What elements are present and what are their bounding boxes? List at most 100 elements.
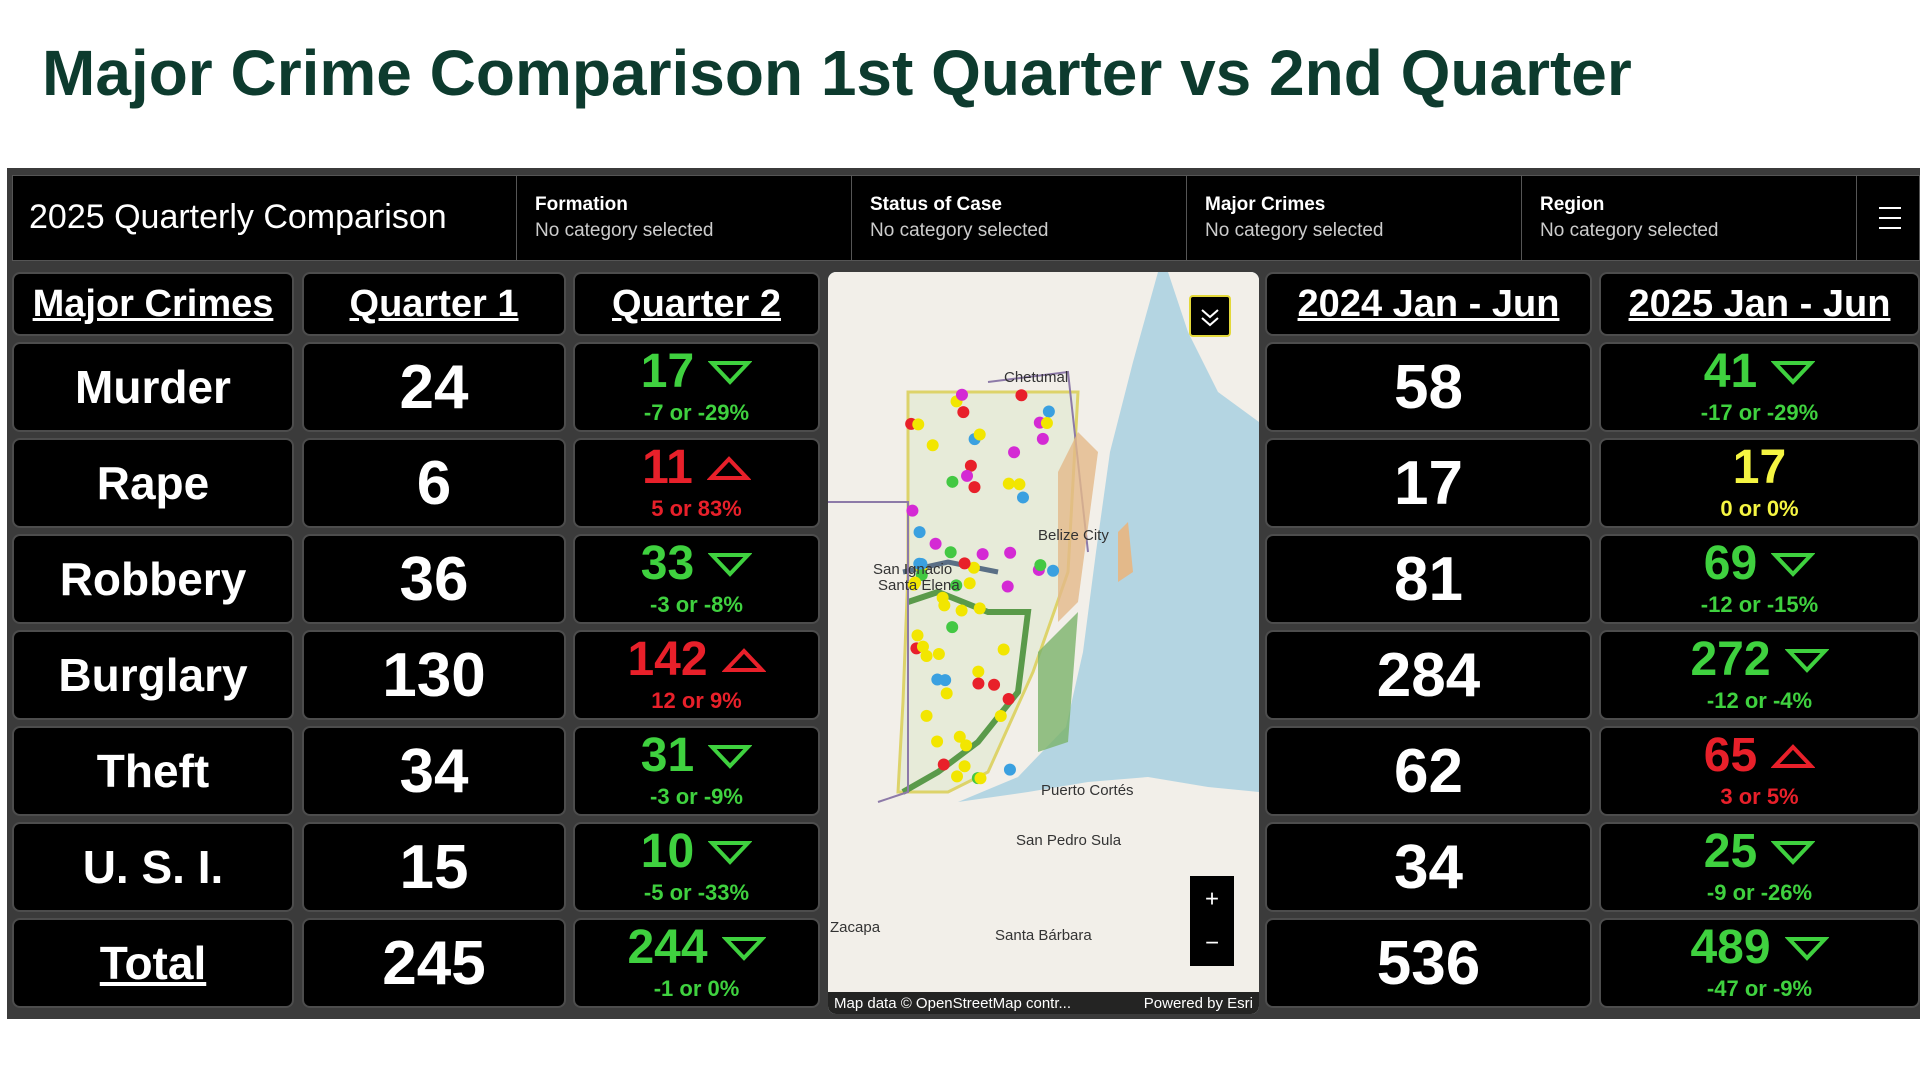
filter-value: No category selected [870, 220, 1049, 241]
trend-arrow [721, 937, 766, 961]
crime-name: Rape [12, 438, 294, 528]
trend-arrow-shape [1771, 361, 1816, 385]
map-label: San Pedro Sula [1016, 832, 1122, 849]
trend-arrow [1784, 649, 1829, 673]
change-label: -3 or -8% [650, 592, 743, 617]
value-number: 31 [640, 729, 695, 782]
incident-dot [964, 459, 977, 472]
value-number: 41 [1703, 345, 1758, 398]
trend-arrow [708, 553, 753, 577]
q2-cell: 33 -3 or -8% [573, 534, 820, 624]
h2025-cell: 69 -12 or -15% [1599, 534, 1920, 624]
zoom-controls [1190, 876, 1234, 966]
map-label: Santa Elena [878, 577, 960, 594]
filter[interactable]: Region No category selected [1521, 176, 1856, 260]
comparison-value: 272 [1690, 633, 1829, 686]
trend-arrow-shape [1784, 649, 1829, 673]
incident-dot [957, 406, 970, 419]
incident-dot [1002, 477, 1015, 490]
h2025-cell: 65 3 or 5% [1599, 726, 1920, 816]
change-label: 5 or 83% [651, 496, 742, 521]
incident-dot [961, 469, 974, 482]
q1-value: 130 [302, 630, 566, 720]
trend-arrow [1771, 553, 1816, 577]
dashboard-title: 2025 Quarterly Comparison [29, 198, 447, 236]
q1-value: 15 [302, 822, 566, 912]
map-label: Belize City [1038, 527, 1109, 544]
map-label: Zacapa [830, 919, 881, 936]
incident-dot [1013, 478, 1026, 491]
map[interactable]: Chetumal Belize City San Ignacio Santa E… [828, 272, 1259, 1014]
value-number: 17 [1732, 441, 1787, 494]
incident-dot [958, 760, 971, 773]
incident-dot [950, 579, 963, 592]
h2024-value: 536 [1265, 918, 1592, 1008]
value-number: 11 [642, 441, 693, 494]
h2024-value: 17 [1265, 438, 1592, 528]
value-number: 65 [1703, 729, 1758, 782]
incident-dot [958, 557, 971, 570]
change-label: 3 or 5% [1720, 784, 1799, 809]
incident-dot [955, 604, 968, 617]
filter[interactable]: Formation No category selected [516, 176, 851, 260]
column-header: 2024 Jan - Jun [1265, 272, 1592, 336]
trend-arrow-shape [1771, 841, 1816, 865]
value-number: 25 [1703, 825, 1758, 878]
change-label: -47 or -9% [1706, 976, 1813, 1001]
zoom-in[interactable]: + [1205, 885, 1219, 912]
value-number: 142 [627, 633, 708, 686]
filter[interactable]: Major Crimes No category selected [1186, 176, 1521, 260]
map-label: San Ignacio [873, 561, 952, 578]
crime-name: Robbery [12, 534, 294, 624]
map-canvas: Chetumal Belize City San Ignacio Santa E… [828, 272, 1259, 1014]
value-number: 272 [1690, 633, 1771, 686]
incident-dot [1002, 693, 1015, 706]
comparison-value: 25 [1703, 825, 1816, 878]
change-label: -17 or -29% [1700, 400, 1819, 425]
q1-value: 24 [302, 342, 566, 432]
trend-arrow [1784, 937, 1829, 961]
value-number: 489 [1690, 921, 1771, 974]
filter-value: No category selected [535, 220, 714, 241]
page-title: Major Crime Comparison 1st Quarter vs 2n… [42, 37, 1632, 109]
q2-cell: 244 -1 or 0% [573, 918, 820, 1008]
incident-dot [926, 439, 939, 452]
incident-dot [1016, 491, 1029, 504]
incident-dot [1042, 405, 1055, 418]
q1-value: 245 [302, 918, 566, 1008]
q2-cell: 10 -5 or -33% [573, 822, 820, 912]
incident-dot [1047, 564, 1060, 577]
dashboard-header: 2025 Quarterly Comparison Formation No ca… [12, 175, 1920, 261]
filter[interactable]: Status of Case No category selected [851, 176, 1186, 260]
trend-arrow [1771, 361, 1816, 385]
incident-dot [963, 577, 976, 590]
h2025-cell: 272 -12 or -4% [1599, 630, 1920, 720]
incident-dot [951, 770, 964, 783]
incident-dot [988, 678, 1001, 691]
incident-dot [967, 561, 980, 574]
comparison-value: 17 [1733, 444, 1786, 492]
h2025-cell: 25 -9 or -26% [1599, 822, 1920, 912]
h2024-value: 62 [1265, 726, 1592, 816]
incident-dot [972, 677, 985, 690]
trend-arrow-shape [721, 937, 766, 961]
value-number: 244 [627, 921, 708, 974]
incident-dot [994, 709, 1007, 722]
q2-cell: 142 12 or 9% [573, 630, 820, 720]
comparison-value: 65 [1703, 729, 1816, 782]
incident-dot [1036, 432, 1049, 445]
incident-dot [1015, 389, 1028, 402]
incident-dot [946, 621, 959, 634]
value-number: 17 [640, 345, 695, 398]
menu-button[interactable] [1856, 176, 1920, 260]
comparison-value: 17 [640, 345, 753, 398]
column-header: Quarter 1 [302, 272, 566, 336]
trend-arrow [708, 361, 753, 385]
incident-dot [973, 602, 986, 615]
trend-arrow [721, 648, 766, 672]
zoom-out[interactable]: − [1205, 929, 1219, 956]
h2024-value: 81 [1265, 534, 1592, 624]
crime-name: U. S. I. [12, 822, 294, 912]
incident-dot [932, 648, 945, 661]
crime-name: Total [12, 918, 294, 1008]
